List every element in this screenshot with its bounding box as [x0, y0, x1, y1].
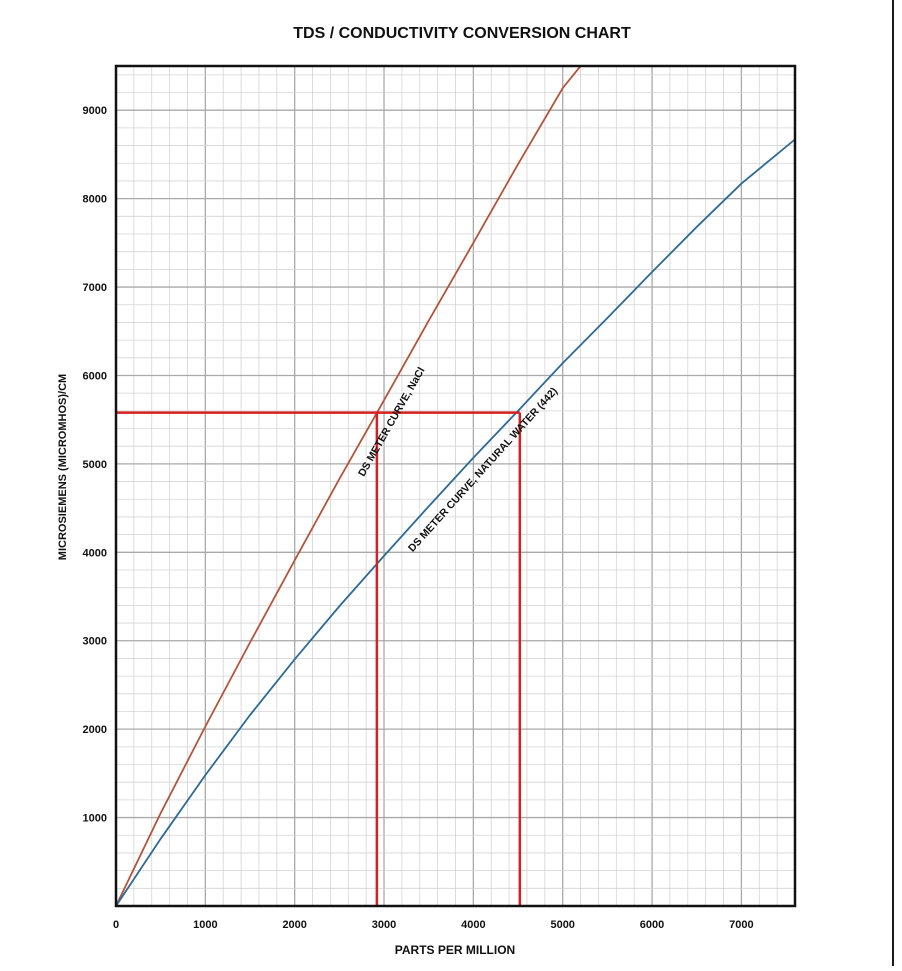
reference-lines — [116, 411, 522, 906]
x-tick-label: 2000 — [282, 919, 306, 931]
series-line-natural-water — [116, 138, 795, 906]
y-tick-label: 8000 — [83, 194, 107, 206]
y-tick-label: 9000 — [83, 105, 107, 117]
x-tick-label: 5000 — [550, 919, 574, 931]
tick-labels: 0 1000 2000 3000 4000 5000 6000 7000 1000 2000 300… — [83, 105, 754, 931]
series-line-nacl — [116, 66, 582, 906]
plot-frame — [114, 64, 797, 908]
y-axis-label: MICROSIEMENS (MICROMHOS)/CM — [57, 374, 69, 560]
x-tick-label: 4000 — [461, 919, 485, 931]
y-tick-label: 3000 — [83, 636, 107, 648]
y-tick-label: 6000 — [83, 370, 107, 382]
x-tick-label: 6000 — [640, 919, 664, 931]
series-layer — [116, 66, 795, 906]
grid — [116, 66, 795, 906]
image-border — [892, 0, 894, 966]
x-tick-label: 7000 — [729, 919, 753, 931]
x-tick-label: 3000 — [372, 919, 396, 931]
chart-title: TDS / CONDUCTIVITY CONVERSION CHART — [293, 25, 631, 42]
x-tick-label: 1000 — [193, 919, 217, 931]
y-tick-label: 7000 — [83, 282, 107, 294]
y-tick-label: 1000 — [83, 813, 107, 825]
y-tick-label: 5000 — [83, 459, 107, 471]
x-axis-label: PARTS PER MILLION — [395, 943, 515, 957]
annotation-nacl: DS METER CURVE, NaCl — [356, 365, 427, 478]
y-tick-label: 2000 — [83, 724, 107, 736]
x-tick-label: 0 — [113, 919, 119, 931]
y-tick-label: 4000 — [83, 547, 107, 559]
